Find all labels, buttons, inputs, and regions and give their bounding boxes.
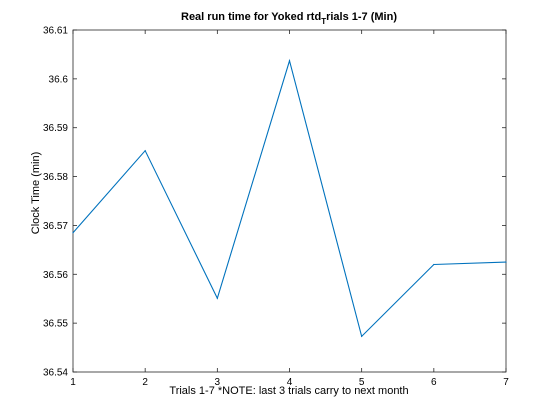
y-tick-label: 36.58	[43, 172, 68, 183]
chart-title: Real run time for Yoked rtdTrials 1-7 (M…	[181, 11, 397, 26]
data-point	[144, 150, 146, 152]
data-point	[433, 263, 435, 266]
y-tick-label: 36.59	[43, 123, 68, 134]
x-tick-label: 2	[142, 377, 148, 388]
y-tick-label: 36.56	[43, 270, 68, 281]
x-tick-label: 3	[215, 377, 221, 388]
y-tick-label: 36.54	[43, 368, 68, 379]
data-point	[216, 297, 218, 299]
data-point	[72, 232, 74, 234]
y-tick-label: 36.6	[49, 74, 69, 85]
plot-area: 1 2 3 4 5 6 7 36.54 36.55 36.56 36.57 36.58 36.59 36.…	[43, 26, 509, 389]
chart-title-rest: rials 1-7 (Min)	[326, 11, 397, 23]
x-axis-label: Trials 1-7 *NOTE: last 3 trials carry to…	[169, 385, 408, 397]
y-tick-label: 36.61	[43, 26, 68, 37]
x-tick-label: 6	[431, 377, 437, 388]
data-point	[288, 60, 291, 62]
y-tick-label: 36.57	[43, 221, 68, 232]
x-tick-label: 1	[70, 377, 76, 388]
series-line	[72, 58, 507, 338]
data-point	[361, 335, 363, 337]
y-axis-label: Clock Time (min)	[30, 152, 42, 235]
x-tick-label: 4	[287, 377, 293, 388]
data-point	[505, 261, 507, 263]
x-tick-label: 7	[503, 377, 509, 388]
chart-title-main: Real run time for Yoked rtd	[181, 11, 321, 23]
y-tick-label: 36.55	[43, 319, 68, 330]
chart-title-subscript: T	[321, 17, 326, 26]
axes-box	[72, 29, 507, 373]
x-tick-label: 5	[359, 377, 365, 388]
